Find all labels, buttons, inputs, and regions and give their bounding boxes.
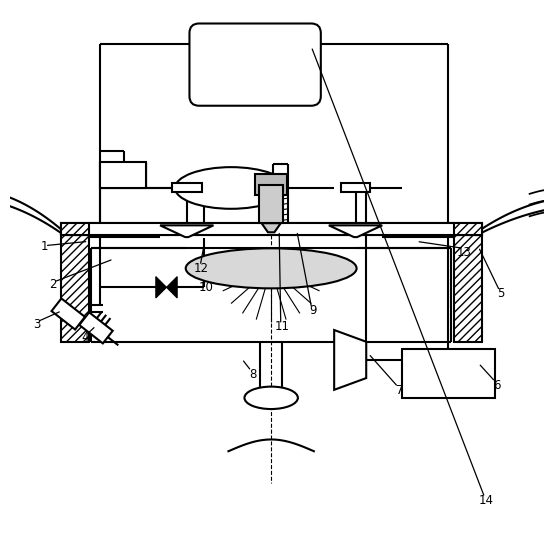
Polygon shape [79,312,113,343]
Bar [259,185,283,223]
Bar [402,349,495,398]
Ellipse shape [175,167,287,209]
Text: 1: 1 [40,240,48,253]
Text: 2: 2 [50,278,57,290]
Bar [341,183,371,192]
Bar [172,183,202,192]
Polygon shape [61,235,88,342]
Text: 13: 13 [457,246,472,258]
Polygon shape [334,330,366,390]
Bar [61,223,88,235]
Polygon shape [262,223,281,232]
Polygon shape [166,277,177,298]
Bar [255,174,287,195]
Text: 8: 8 [249,368,256,381]
Text: 11: 11 [274,320,289,333]
Text: 7: 7 [395,384,403,397]
Polygon shape [454,235,482,342]
Text: 12: 12 [193,262,208,274]
Polygon shape [156,277,166,298]
FancyBboxPatch shape [190,23,321,106]
Text: 3: 3 [34,318,41,331]
Ellipse shape [186,248,357,288]
Bar [454,223,482,235]
Polygon shape [329,225,382,237]
Bar [100,162,145,188]
Text: 9: 9 [309,304,316,317]
Text: 10: 10 [199,281,213,294]
Text: 14: 14 [478,494,493,507]
Polygon shape [160,225,213,237]
Text: 4: 4 [82,331,89,344]
Bar [61,223,482,235]
Text: 6: 6 [493,379,500,392]
Polygon shape [51,299,85,329]
Ellipse shape [244,387,298,409]
Text: 5: 5 [497,287,504,300]
